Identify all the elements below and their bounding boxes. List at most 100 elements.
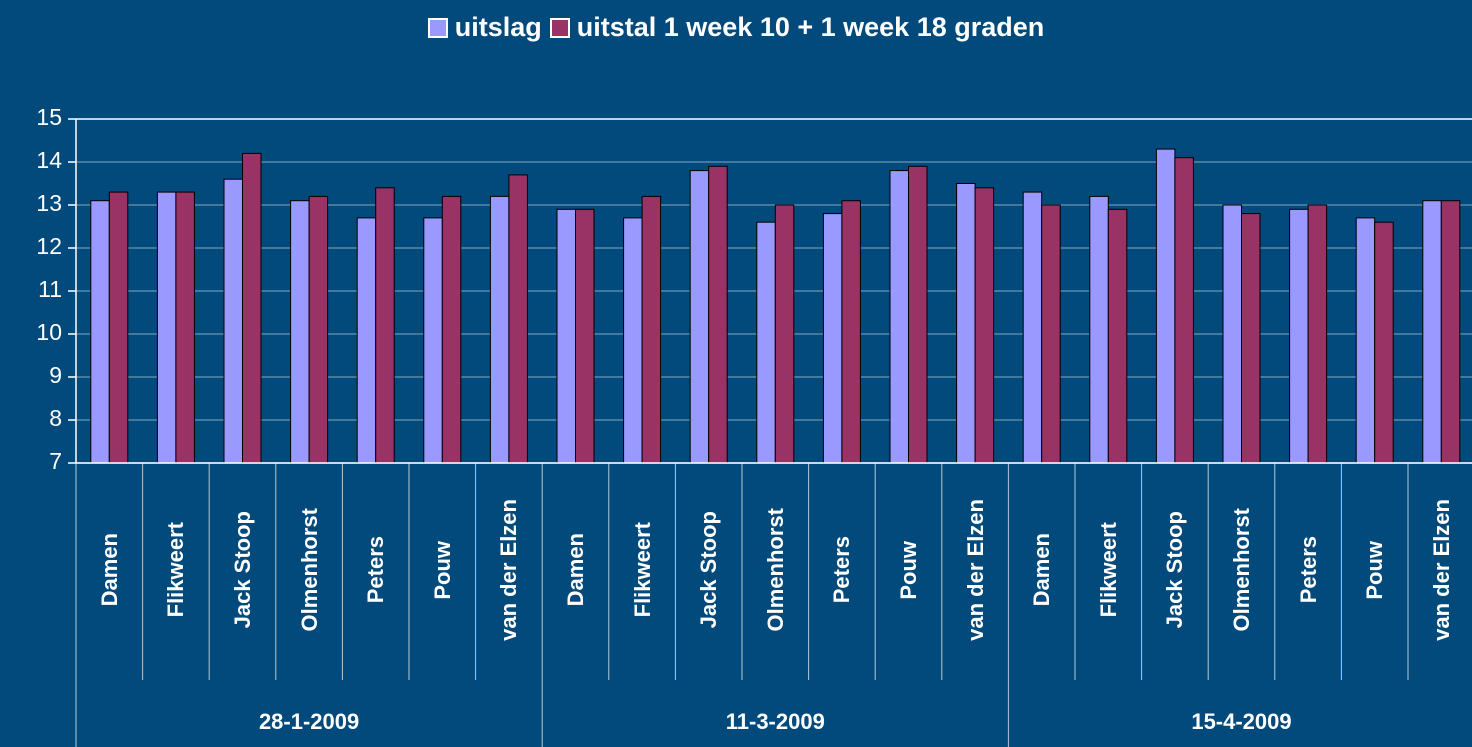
bar <box>1241 213 1261 464</box>
x-tick-label: Pouw <box>1341 490 1408 650</box>
bar <box>956 183 976 464</box>
bar <box>156 191 177 464</box>
x-tick-text: Olmenhorst <box>296 508 322 632</box>
bar <box>623 217 643 464</box>
y-tick-label: 12 <box>36 233 62 259</box>
bar <box>841 200 861 464</box>
bar <box>1155 148 1176 464</box>
bar <box>689 170 710 464</box>
bar <box>423 217 443 464</box>
x-tick-label: van der Elzen <box>1408 490 1472 650</box>
x-tick-text: Peters <box>829 536 855 604</box>
x-tick-label: Peters <box>809 490 876 650</box>
bar <box>1374 221 1394 464</box>
group-label: 11-3-2009 <box>725 709 825 734</box>
bar <box>1440 200 1461 464</box>
x-tick-label: Jack Stoop <box>209 490 276 650</box>
x-tick-text: Pouw <box>429 540 455 600</box>
bar <box>441 195 462 464</box>
bar <box>175 191 195 464</box>
legend-label: uitstal 1 week 10 + 1 week 18 graden <box>576 12 1045 42</box>
x-tick-label: Damen <box>1008 490 1075 650</box>
x-tick-text: van der Elzen <box>962 499 988 641</box>
x-tick-text: Flikweert <box>629 522 655 618</box>
bar <box>375 187 395 464</box>
x-tick-label: Damen <box>76 490 143 650</box>
group-label: 15-4-2009 <box>1191 709 1292 734</box>
x-tick-text: Jack Stoop <box>229 511 255 629</box>
x-tick-text: van der Elzen <box>496 499 522 641</box>
bar <box>774 204 795 464</box>
x-tick-text: Damen <box>96 533 122 607</box>
x-tick-label: Peters <box>1275 490 1342 650</box>
x-tick-label: Jack Stoop <box>675 490 742 650</box>
x-tick-label: van der Elzen <box>942 490 1009 650</box>
bar <box>756 221 776 464</box>
bar <box>641 195 662 464</box>
x-tick-label: Flikweert <box>609 490 676 650</box>
bar <box>1307 204 1328 464</box>
x-tick-text: Damen <box>1029 533 1055 607</box>
y-tick-label: 15 <box>36 104 62 130</box>
x-tick-label: Damen <box>542 490 609 650</box>
bar <box>356 217 377 464</box>
bar <box>1022 191 1043 464</box>
legend-label: uitslag <box>454 12 542 42</box>
bar <box>908 165 928 464</box>
x-tick-text: Peters <box>363 536 389 604</box>
bar <box>108 191 129 464</box>
bar <box>1041 204 1061 464</box>
x-tick-label: Flikweert <box>143 490 210 650</box>
legend-item: uitstal 1 week 10 + 1 week 18 graden <box>549 12 1045 43</box>
x-tick-text: van der Elzen <box>1428 499 1454 641</box>
bar <box>822 213 843 464</box>
y-tick-label: 14 <box>36 147 62 173</box>
x-tick-label: Olmenhorst <box>742 490 809 650</box>
x-tick-label: Pouw <box>875 490 942 650</box>
y-tick-label: 8 <box>49 405 62 431</box>
x-tick-text: Peters <box>1295 536 1321 604</box>
x-tick-label: Jack Stoop <box>1142 490 1209 650</box>
y-tick-label: 7 <box>49 448 62 474</box>
x-tick-text: Pouw <box>895 540 921 600</box>
x-tick-label: Pouw <box>409 490 476 650</box>
bar <box>223 178 243 464</box>
bar <box>708 165 728 464</box>
y-tick-label: 9 <box>49 362 62 388</box>
y-tick-label: 10 <box>36 319 62 345</box>
legend-swatch <box>427 17 448 38</box>
bar <box>556 208 576 464</box>
bar <box>489 195 510 464</box>
bar <box>508 174 528 464</box>
bar <box>1422 200 1442 464</box>
bar <box>1222 204 1242 464</box>
x-tick-text: Jack Stoop <box>696 511 722 629</box>
x-tick-label: Olmenhorst <box>1208 490 1275 650</box>
group-label: 28-1-2009 <box>258 709 360 734</box>
y-tick-label: 13 <box>36 190 62 216</box>
bar <box>308 195 329 464</box>
x-tick-label: Peters <box>342 490 409 650</box>
bar <box>290 200 310 464</box>
bar <box>889 170 909 464</box>
x-tick-label: Flikweert <box>1075 490 1142 650</box>
bar <box>1355 217 1376 464</box>
bar <box>1089 195 1109 464</box>
bar <box>575 208 595 464</box>
bar <box>242 152 262 464</box>
x-tick-label: van der Elzen <box>476 490 543 650</box>
x-tick-text: Pouw <box>1362 540 1388 600</box>
x-tick-text: Flikweert <box>1095 522 1121 618</box>
x-tick-text: Olmenhorst <box>762 508 788 632</box>
legend: uitslag uitstal 1 week 10 + 1 week 18 gra… <box>0 12 1472 45</box>
legend-item: uitslag <box>427 12 542 43</box>
bar <box>974 187 995 464</box>
bar <box>1289 208 1309 464</box>
bar <box>90 200 110 464</box>
x-tick-text: Olmenhorst <box>1228 508 1254 632</box>
bar <box>1107 208 1128 464</box>
x-tick-text: Damen <box>562 533 588 607</box>
legend-swatch <box>549 17 570 38</box>
